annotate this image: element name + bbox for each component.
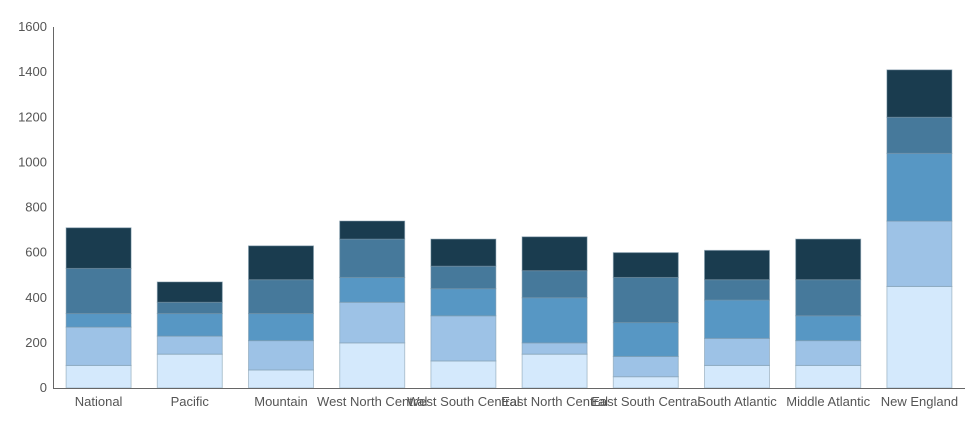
bar-segment xyxy=(430,360,497,389)
bar-stack xyxy=(65,227,132,389)
x-tick-label: New England xyxy=(881,394,958,409)
bar-segment xyxy=(704,299,770,339)
y-tick-label: 1200 xyxy=(18,109,47,124)
x-tick-label: Pacific xyxy=(171,394,210,409)
bar-stack xyxy=(248,245,314,389)
bar-segment xyxy=(430,288,497,317)
bar-segment xyxy=(886,116,953,154)
bar-stack xyxy=(430,238,497,389)
bar-segment xyxy=(339,342,406,389)
y-tick-label: 800 xyxy=(25,200,47,215)
x-tick-label: Mountain xyxy=(254,394,307,409)
y-tick-label: 400 xyxy=(25,290,47,305)
bar-segment xyxy=(65,267,132,315)
y-tick-label: 1600 xyxy=(18,19,47,34)
bar-segment xyxy=(521,353,588,389)
bar-segment xyxy=(339,276,406,303)
y-tick-label: 0 xyxy=(40,380,47,395)
bars xyxy=(65,69,953,389)
bar-segment xyxy=(248,245,314,281)
y-tick-label: 1400 xyxy=(18,64,47,79)
bar-segment xyxy=(704,337,770,366)
bar-segment xyxy=(339,238,406,278)
bar-segment xyxy=(795,279,862,317)
y-axis-ticks: 0 200 400 600 800 1000 1200 1400 1600 xyxy=(18,19,47,395)
bar-segment xyxy=(156,281,223,303)
bar-stack xyxy=(521,236,588,389)
bar-segment xyxy=(156,335,223,355)
bar-segment xyxy=(795,238,862,281)
bar-segment xyxy=(65,313,132,328)
bar-segment xyxy=(612,355,679,378)
bar-segment xyxy=(339,301,406,344)
bar-segment xyxy=(612,322,679,357)
x-tick-label: Middle Atlantic xyxy=(786,394,870,409)
bar-segment xyxy=(795,364,862,389)
bar-segment xyxy=(430,315,497,362)
bar-segment xyxy=(795,315,862,342)
x-tick-label: West North Central xyxy=(317,394,427,409)
bar-segment xyxy=(795,340,862,366)
bar-stack xyxy=(612,252,679,389)
bar-segment xyxy=(704,279,770,301)
bar-stack xyxy=(339,220,406,389)
bar-segment xyxy=(612,252,679,278)
bar-segment xyxy=(704,364,770,389)
bar-segment xyxy=(248,340,314,371)
x-tick-label: West South Central xyxy=(407,394,520,409)
y-tick-label: 600 xyxy=(25,245,47,260)
bar-segment xyxy=(65,326,132,366)
bar-segment xyxy=(65,227,132,269)
bar-segment xyxy=(521,236,588,272)
x-tick-label: East South Central xyxy=(591,394,700,409)
bar-segment xyxy=(704,249,770,281)
bar-segment xyxy=(248,279,314,315)
bar-segment xyxy=(521,342,588,355)
y-tick-label: 200 xyxy=(25,335,47,350)
bar-stack xyxy=(886,69,953,389)
bar-segment xyxy=(248,369,314,389)
bar-segment xyxy=(156,353,223,389)
bar-stack xyxy=(704,249,770,389)
x-tick-label: South Atlantic xyxy=(697,394,777,409)
bar-segment xyxy=(612,276,679,324)
x-tick-label: East North Central xyxy=(501,394,608,409)
bar-segment xyxy=(886,220,953,287)
bar-segment xyxy=(521,270,588,299)
bar-segment xyxy=(886,152,953,222)
bar-segment xyxy=(339,220,406,240)
bar-segment xyxy=(430,238,497,267)
x-tick-label: National xyxy=(75,394,123,409)
x-axis-ticks: National Pacific Mountain West North Centra… xyxy=(75,394,958,409)
bar-segment xyxy=(886,285,953,389)
bar-segment xyxy=(430,265,497,290)
bar-segment xyxy=(248,313,314,342)
bar-segment xyxy=(65,364,132,389)
bar-segment xyxy=(156,301,223,315)
bar-segment xyxy=(156,313,223,337)
y-tick-label: 1000 xyxy=(18,154,47,169)
bar-segment xyxy=(521,297,588,344)
bar-stack xyxy=(156,281,223,389)
bar-stack xyxy=(795,238,862,389)
bar-segment xyxy=(886,69,953,118)
bar-segment xyxy=(612,376,679,389)
